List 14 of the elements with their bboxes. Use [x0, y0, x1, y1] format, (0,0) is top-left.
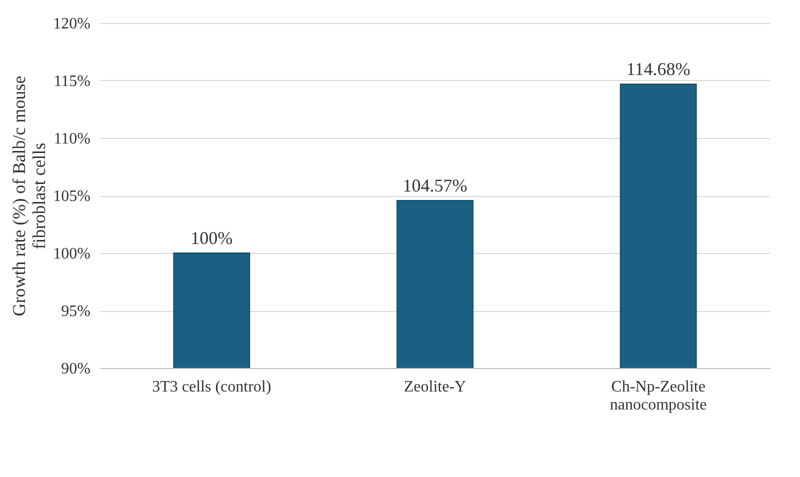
y-tick-label: 115% [54, 73, 90, 90]
y-axis-title: Growth rate (%) of Balb/c mouse fibroblast cells [9, 76, 50, 316]
y-tick-label: 120% [53, 16, 90, 32]
y-tick-label: 110% [54, 130, 90, 148]
x-tick-label: Zeolite-Y [404, 378, 467, 396]
y-tick-label: 90% [61, 360, 90, 378]
y-tick-label: 105% [53, 188, 90, 205]
x-tick-label: 3T3 cells (control) [152, 378, 272, 396]
x-tick-label: Ch-Np-Zeolite nanocomposite [610, 378, 707, 414]
data-label: 104.57% [402, 175, 468, 196]
data-label: 100% [190, 228, 233, 248]
y-tick-label: 95% [61, 303, 90, 320]
y-tick-label: 100% [53, 246, 90, 262]
data-label: 114.68% [626, 59, 690, 80]
